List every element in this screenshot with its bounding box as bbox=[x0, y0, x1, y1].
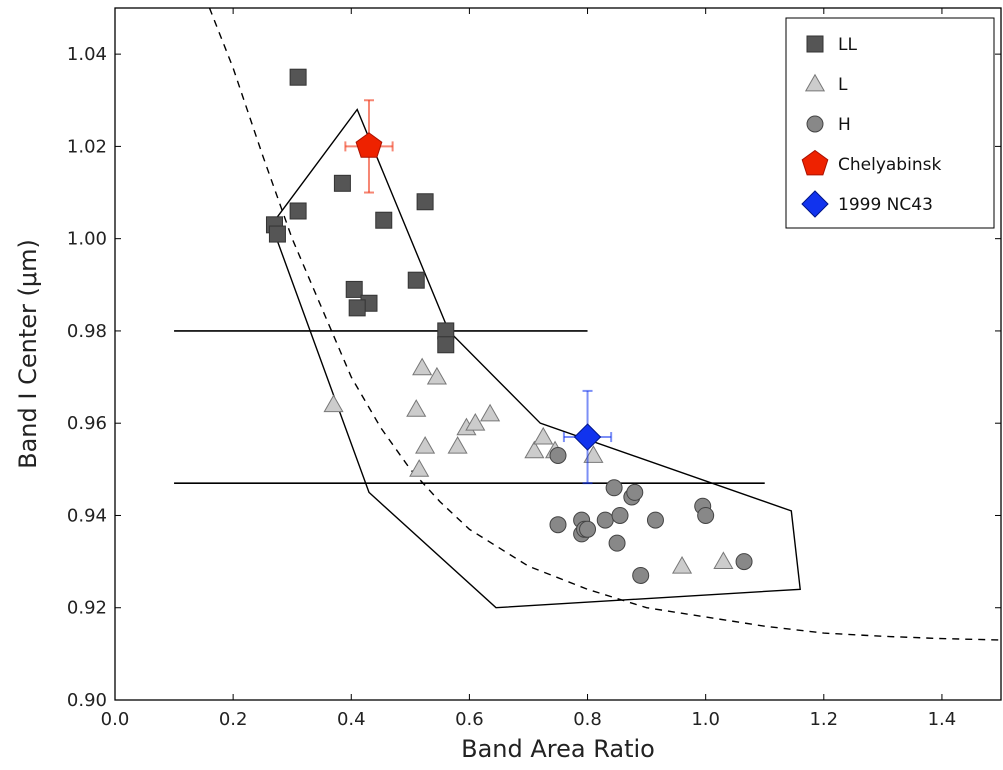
legend-marker bbox=[806, 35, 824, 53]
data-point bbox=[735, 553, 753, 571]
series-h bbox=[549, 446, 753, 584]
data-point bbox=[626, 483, 644, 501]
data-point bbox=[608, 534, 626, 552]
y-tick-label: 0.96 bbox=[67, 413, 107, 434]
data-point bbox=[583, 445, 604, 463]
data-point bbox=[549, 446, 567, 464]
legend-entry: L bbox=[804, 73, 848, 95]
dashed-curve bbox=[208, 8, 1001, 641]
data-point bbox=[426, 366, 447, 385]
data-point bbox=[407, 271, 425, 289]
legend-marker bbox=[806, 115, 824, 133]
x-tick-label: 0.6 bbox=[455, 709, 484, 730]
x-tick-label: 0.8 bbox=[573, 709, 602, 730]
data-point bbox=[447, 436, 468, 454]
y-tick-label: 1.04 bbox=[67, 44, 107, 65]
x-tick-label: 1.2 bbox=[809, 709, 838, 730]
x-tick-label: 0.4 bbox=[337, 709, 366, 730]
data-point bbox=[415, 436, 436, 454]
data-point bbox=[713, 551, 734, 569]
legend-marker bbox=[801, 149, 829, 176]
legend-entry: 1999 NC43 bbox=[801, 190, 933, 218]
x-tick-label: 0.2 bbox=[219, 709, 248, 730]
data-point bbox=[412, 357, 433, 376]
data-point bbox=[596, 511, 614, 529]
x-axis-title: Band Area Ratio bbox=[461, 735, 655, 763]
data-point bbox=[289, 202, 307, 220]
y-tick-label: 0.92 bbox=[67, 598, 107, 619]
data-point bbox=[579, 520, 597, 538]
y-tick-label: 1.00 bbox=[67, 229, 107, 250]
x-tick-label: 0.0 bbox=[101, 709, 130, 730]
data-point bbox=[437, 336, 455, 354]
data-point bbox=[671, 556, 693, 574]
data-point bbox=[333, 174, 351, 192]
data-point bbox=[409, 459, 430, 477]
data-point bbox=[375, 211, 393, 229]
data-point bbox=[697, 506, 715, 524]
region-polygon bbox=[270, 108, 801, 609]
x-tick-label: 1.4 bbox=[928, 709, 957, 730]
data-point bbox=[533, 426, 554, 445]
data-point bbox=[573, 423, 602, 451]
y-tick-label: 0.94 bbox=[67, 505, 107, 526]
y-tick-label: 0.98 bbox=[67, 321, 107, 342]
data-point bbox=[549, 516, 567, 534]
data-point bbox=[289, 68, 307, 86]
legend-label: H bbox=[838, 115, 851, 135]
y-axis-title: Band I Center (μm) bbox=[14, 239, 42, 469]
legend-label: Chelyabinsk bbox=[838, 155, 941, 175]
data-point bbox=[268, 225, 286, 243]
data-point bbox=[348, 299, 366, 317]
series-1999-nc43 bbox=[562, 389, 613, 485]
y-tick-label: 1.02 bbox=[67, 136, 107, 157]
series-ll bbox=[265, 68, 455, 354]
data-point bbox=[611, 506, 629, 524]
data-point bbox=[646, 511, 664, 529]
data-point bbox=[465, 412, 486, 431]
data-point bbox=[355, 132, 383, 158]
legend-marker bbox=[801, 190, 829, 218]
legend-entry: LL bbox=[806, 35, 857, 55]
data-point bbox=[480, 403, 501, 422]
data-point bbox=[323, 394, 344, 413]
y-tick-label: 0.90 bbox=[67, 690, 107, 711]
legend-label: 1999 NC43 bbox=[838, 195, 933, 215]
series-chelyabinsk bbox=[344, 99, 394, 194]
data-point bbox=[345, 280, 363, 298]
legend-label: L bbox=[838, 75, 848, 95]
x-tick-label: 1.0 bbox=[691, 709, 720, 730]
data-point bbox=[416, 193, 434, 211]
legend-marker bbox=[804, 73, 826, 92]
legend-entry: Chelyabinsk bbox=[801, 149, 941, 176]
data-point bbox=[632, 566, 650, 584]
plot-frame bbox=[114, 7, 1002, 701]
data-point bbox=[605, 479, 623, 497]
legend-label: LL bbox=[838, 35, 857, 55]
legend-entry: H bbox=[806, 115, 851, 135]
data-point bbox=[524, 440, 545, 459]
data-point bbox=[406, 399, 427, 417]
